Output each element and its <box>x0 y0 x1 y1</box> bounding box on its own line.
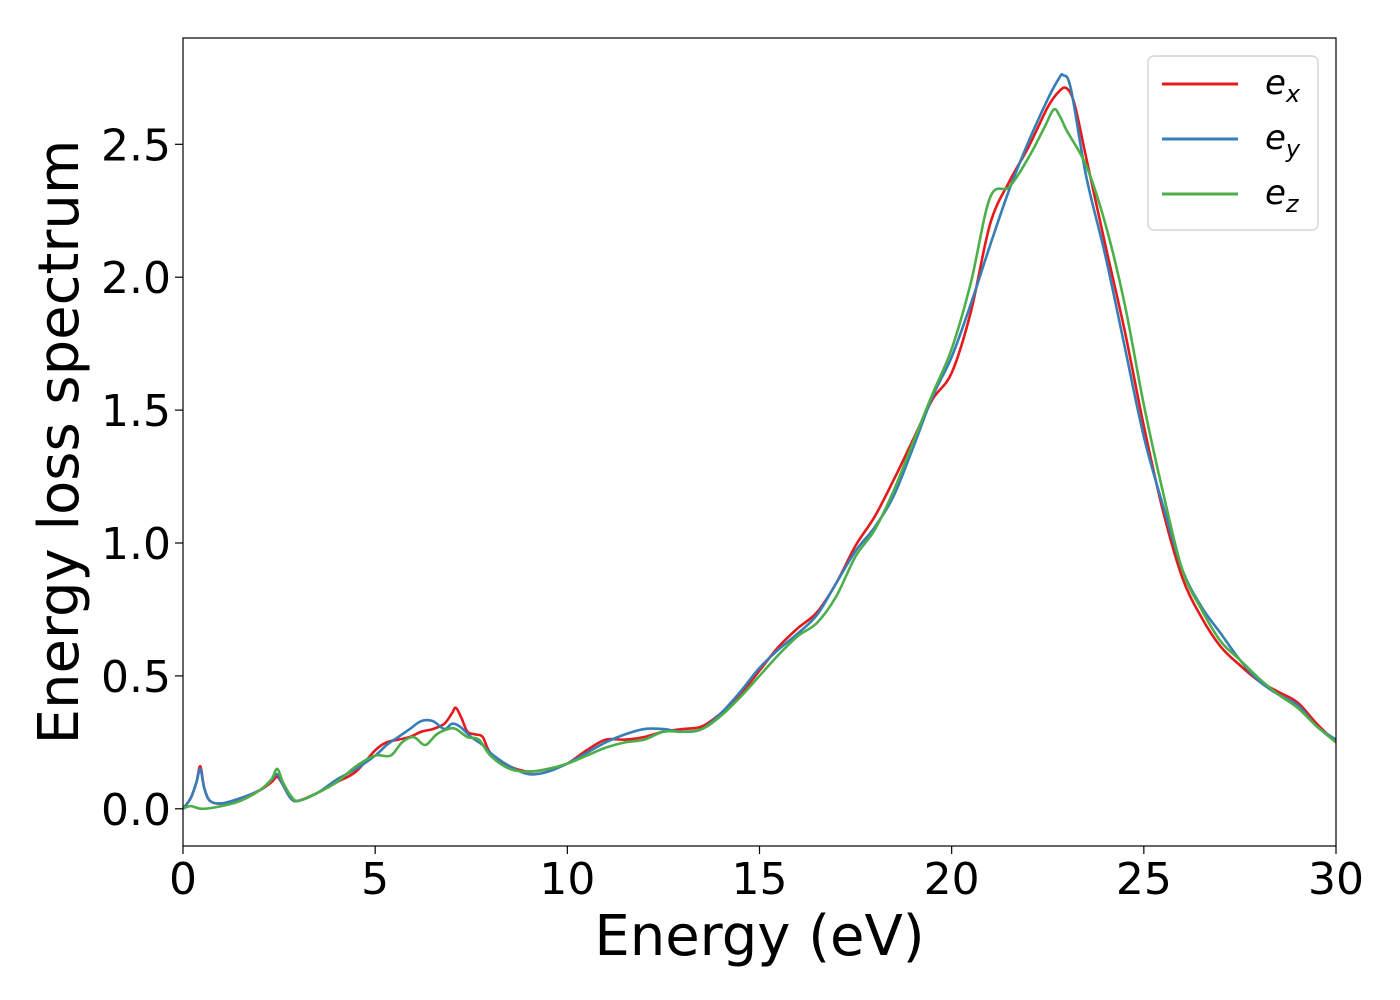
x-tick-label: 30 <box>1308 854 1364 905</box>
legend-label-x: ex <box>1265 63 1301 108</box>
legend: ex ey ez <box>1147 55 1319 231</box>
x-tick-label: 10 <box>539 854 595 905</box>
y-tick-label: 2.0 <box>101 253 171 304</box>
series-line-z <box>183 107 1336 811</box>
y-tick-label: 1.5 <box>101 386 171 437</box>
x-tick-label: 15 <box>732 854 788 905</box>
x-tick-label: 0 <box>169 854 197 905</box>
y-tick-label: 1.0 <box>101 519 171 570</box>
x-tick-label: 5 <box>361 854 389 905</box>
x-tick-label: 20 <box>924 854 980 905</box>
y-tick-label: 0.5 <box>101 652 171 703</box>
series-layer <box>183 72 1336 811</box>
y-tick-label: 0.0 <box>101 785 171 836</box>
legend-box <box>1147 55 1319 231</box>
x-tick-label: 25 <box>1116 854 1172 905</box>
y-tick-label: 2.5 <box>101 120 171 171</box>
x-axis-ticks: 0 5 10 15 20 25 30 <box>169 846 1364 905</box>
x-axis-title: Energy (eV) <box>594 904 924 969</box>
y-axis-ticks: 0.0 0.5 1.0 1.5 2.0 2.5 <box>101 120 183 836</box>
y-axis-title: Energy loss spectrum <box>27 140 92 745</box>
legend-label-z: ez <box>1265 173 1300 218</box>
legend-label-y: ey <box>1265 118 1301 163</box>
